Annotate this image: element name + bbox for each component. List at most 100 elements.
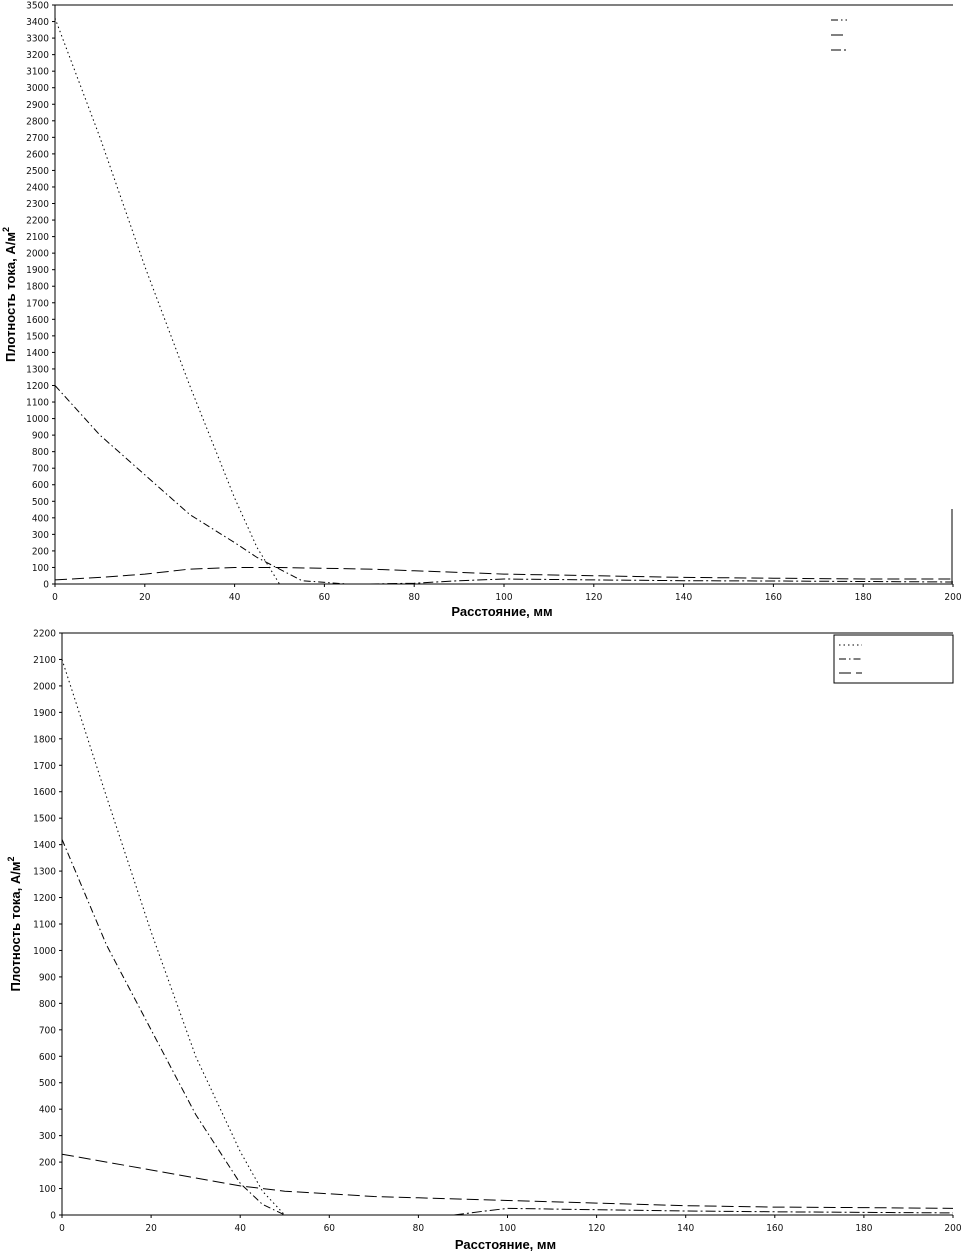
x-tick-label: 100	[499, 1223, 516, 1234]
y-tick-label: 2200	[33, 629, 56, 640]
y-tick-label: 2100	[33, 655, 56, 666]
series-line-3	[54, 567, 953, 581]
y-tick-label: 3200	[26, 50, 49, 61]
x-tick-label: 140	[675, 592, 692, 603]
x-tick-label: 40	[234, 1223, 246, 1234]
x-tick-label: 20	[145, 1223, 157, 1234]
bottom-chart: 0100200300400500600700800900100011001200…	[6, 629, 961, 1253]
y-tick-label: 800	[32, 447, 49, 458]
y-tick-label: 400	[39, 1105, 56, 1116]
x-tick-label: 100	[495, 592, 512, 603]
y-tick-label: 1600	[26, 315, 49, 326]
y-tick-label: 1100	[33, 920, 56, 931]
x-tick-label: 180	[855, 592, 872, 603]
y-tick-label: 600	[32, 480, 49, 491]
y-tick-label: 3300	[26, 34, 49, 45]
y-tick-label: 200	[39, 1158, 56, 1169]
x-tick-label: 120	[585, 592, 602, 603]
y-tick-label: 1000	[26, 414, 49, 425]
x-tick-label: 80	[413, 1223, 425, 1234]
y-axis-title: Плотность тока, А/м2	[6, 857, 23, 992]
y-tick-label: 3500	[26, 1, 49, 12]
x-tick-label: 60	[319, 592, 331, 603]
y-tick-label: 1500	[26, 331, 49, 342]
y-tick-label: 2300	[26, 199, 49, 210]
x-tick-label: 180	[855, 1223, 872, 1234]
y-tick-label: 1500	[33, 814, 56, 825]
y-tick-label: 500	[39, 1078, 56, 1089]
y-tick-label: 3000	[26, 83, 49, 94]
y-tick-label: 1300	[26, 364, 49, 375]
y-tick-label: 2100	[26, 232, 49, 243]
y-tick-label: 2700	[26, 133, 49, 144]
y-axis-title-text: Плотность тока, А/м	[3, 232, 18, 362]
series-line-3	[61, 1153, 954, 1209]
x-tick-label: 20	[139, 592, 151, 603]
x-tick-label: 0	[59, 1223, 65, 1234]
x-tick-label: 120	[588, 1223, 605, 1234]
y-tick-label: 900	[32, 431, 49, 442]
y-tick-label: 700	[39, 1025, 56, 1036]
y-tick-label: 1900	[26, 265, 49, 276]
series-line-2	[61, 839, 307, 1216]
y-tick-label: 2400	[26, 182, 49, 193]
y-tick-label: 2800	[26, 116, 49, 127]
x-tick-label: 160	[766, 1223, 783, 1234]
y-tick-label: 500	[32, 497, 49, 508]
series-line-1	[54, 18, 302, 585]
y-tick-label: 100	[32, 563, 49, 574]
y-axis-title-superscript: 2	[6, 857, 16, 862]
x-tick-label: 60	[324, 1223, 336, 1234]
y-tick-label: 2600	[26, 149, 49, 160]
y-tick-label: 300	[32, 530, 49, 541]
y-tick-label: 200	[32, 546, 49, 557]
x-axis-title: Расстояние, мм	[455, 1237, 556, 1252]
y-tick-label: 1800	[26, 282, 49, 293]
x-tick-label: 80	[408, 592, 420, 603]
y-tick-label: 600	[39, 1052, 56, 1063]
legend	[831, 4, 847, 51]
x-tick-label: 40	[229, 592, 241, 603]
y-tick-label: 1800	[33, 734, 56, 745]
x-axis-title: Расстояние, мм	[451, 604, 552, 619]
series-line-1	[61, 659, 307, 1216]
y-axis-title-superscript: 2	[1, 227, 11, 232]
y-tick-label: 0	[50, 1211, 56, 1222]
y-tick-label: 1300	[33, 867, 56, 878]
y-tick-label: 1200	[33, 893, 56, 904]
y-tick-label: 1600	[33, 787, 56, 798]
y-axis-title-text: Плотность тока, А/м	[8, 862, 23, 992]
series-line-4	[369, 578, 954, 585]
y-tick-label: 1000	[33, 946, 56, 957]
legend-box	[833, 634, 954, 684]
y-tick-label: 1700	[33, 761, 56, 772]
y-tick-label: 2200	[26, 216, 49, 227]
series-line-4	[453, 1207, 954, 1216]
x-tick-label: 200	[944, 1223, 961, 1234]
y-tick-label: 0	[43, 580, 49, 591]
y-tick-label: 900	[39, 972, 56, 983]
y-tick-label: 2000	[26, 249, 49, 260]
y-tick-label: 100	[39, 1184, 56, 1195]
y-tick-label: 1400	[33, 840, 56, 851]
top-chart: 0100200300400500600700800900100011001200…	[1, 1, 961, 620]
y-tick-label: 2000	[33, 681, 56, 692]
y-tick-label: 1900	[33, 708, 56, 719]
y-tick-label: 2900	[26, 100, 49, 111]
x-tick-label: 140	[677, 1223, 694, 1234]
y-tick-label: 1700	[26, 298, 49, 309]
x-tick-label: 0	[52, 592, 58, 603]
y-tick-label: 1100	[26, 398, 49, 409]
y-tick-label: 3400	[26, 17, 49, 28]
y-axis-title: Плотность тока, А/м2	[1, 227, 18, 362]
y-tick-label: 1200	[26, 381, 49, 392]
y-tick-label: 800	[39, 999, 56, 1010]
x-tick-label: 160	[765, 592, 782, 603]
legend	[833, 634, 954, 684]
y-tick-label: 300	[39, 1131, 56, 1142]
y-tick-label: 2500	[26, 166, 49, 177]
y-tick-label: 700	[32, 464, 49, 475]
y-tick-label: 3100	[26, 67, 49, 78]
y-tick-label: 400	[32, 513, 49, 524]
